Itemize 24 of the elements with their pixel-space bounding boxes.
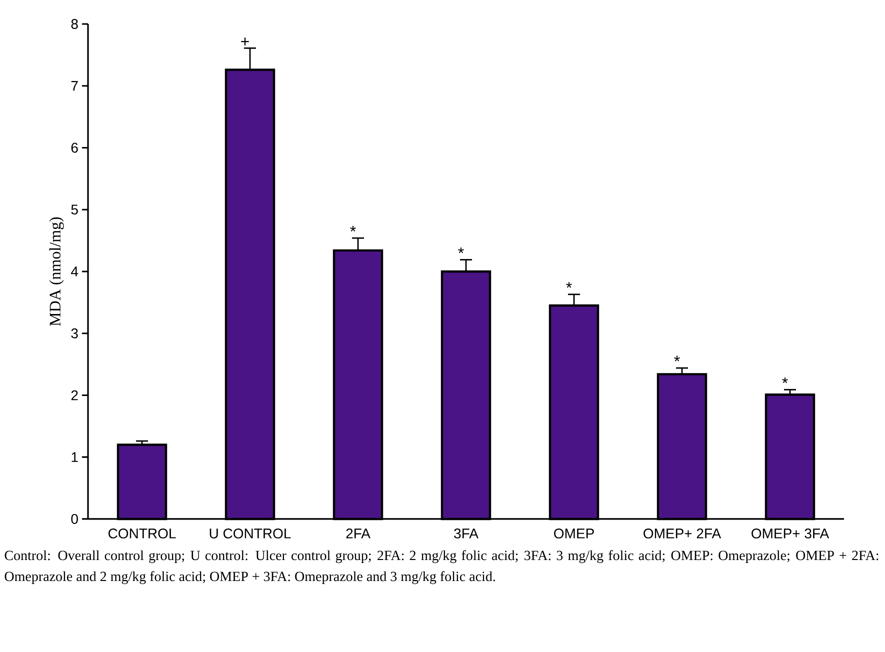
annotation: *: [674, 356, 680, 362]
x-tick-label: OMEP: [554, 528, 594, 538]
y-tick-label: 3: [71, 328, 78, 338]
x-tick-label: OMEP+ 2FA: [644, 528, 722, 538]
annotation: *: [566, 282, 572, 288]
annotation: +: [241, 38, 249, 46]
y-axis-title: MDA (nmol/mg): [49, 217, 64, 326]
y-tick-label: 8: [71, 19, 78, 29]
annotation: *: [782, 377, 788, 384]
y-tick-label: 5: [71, 204, 78, 215]
x-tick-label: 2FA: [346, 528, 370, 538]
y-tick-label: 7: [71, 81, 78, 91]
annotation: *: [458, 248, 464, 254]
text: Control: Overall control group; U control: Ulcer control group; 2FA: 2 mg/kg folic acid; 3FA: 3 mg/kg folic acid; OMEP: Omeprazole; OMEP + 2FA: Omeprazole and 2 mg/kg folic acid; OMEP + 3FA: Omeprazole and 3 mg/kg folic acid.: [4, 550, 878, 584]
y-tick-label: 0: [71, 514, 78, 524]
x-tick-label: 3FA: [454, 528, 478, 538]
y-tick-label: 4: [71, 266, 78, 276]
y-tick-label: 6: [71, 142, 78, 153]
x-tick-label: OMEP+ 3FA: [752, 528, 830, 538]
x-tick-label: U CONTROL: [210, 528, 291, 538]
x-tick-label: CONTROL: [108, 528, 176, 538]
annotation: *: [350, 226, 356, 232]
y-tick-label: 2: [71, 390, 78, 400]
y-tick-label: 1: [72, 452, 78, 462]
